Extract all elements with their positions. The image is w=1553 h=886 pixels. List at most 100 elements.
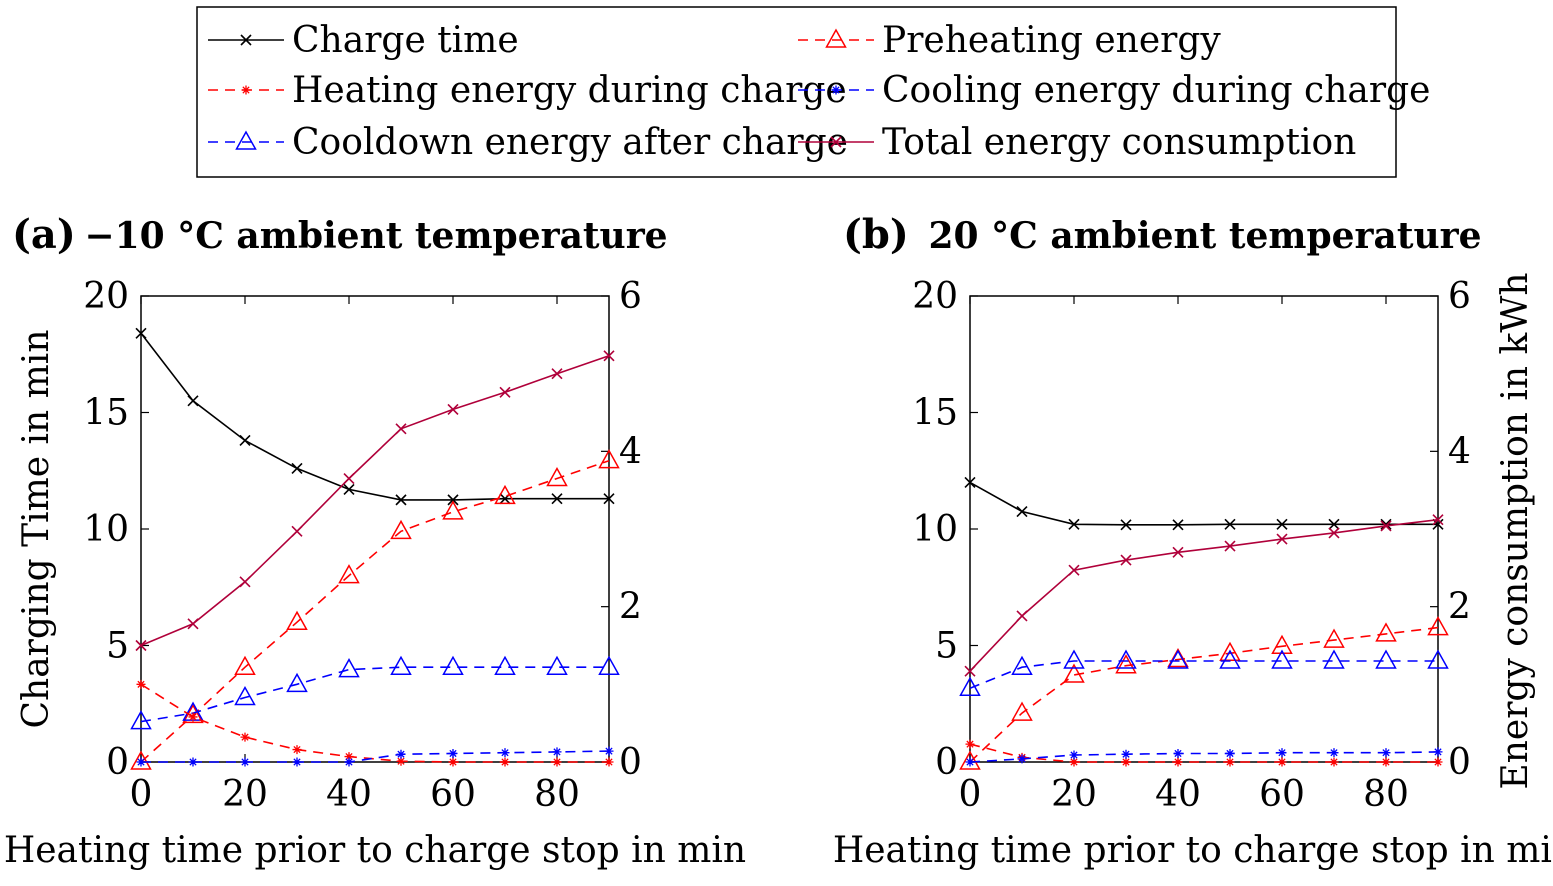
y-left-tick-label: 5 [106,626,129,667]
data-point-cooldown-energy-after-charge [390,655,412,675]
series-total-energy-consumption [964,514,1444,677]
y-left-tick-label: 15 [912,393,958,434]
series-total-energy-consumption [135,350,615,652]
data-point-cooldown-energy-after-charge [546,655,568,675]
data-point-cooldown-energy-after-charge [286,672,308,693]
y-right-tick-label: 6 [1448,276,1471,317]
data-point-cooling-energy-during-charge [1173,748,1183,758]
data-point-cooldown-energy-after-charge [1167,649,1189,669]
legend-marker-total-energy-consumption [830,136,842,148]
data-point-cooldown-energy-after-charge [494,655,516,675]
legend-marker-cooldown-energy-after-charge [235,130,257,150]
data-point-cooling-energy-during-charge [240,757,250,767]
x-tick-label: 20 [222,774,268,815]
data-point-cooling-energy-during-charge [1121,749,1131,759]
data-point-preheating-energy [130,750,152,770]
data-point-cooling-energy-during-charge [292,757,302,767]
y-left-tick-label: 5 [935,626,958,667]
x-tick-label: 80 [1363,774,1409,815]
series-line-total-energy-consumption [140,355,610,647]
data-point-preheating-energy [494,484,516,505]
data-point-charge-time [239,434,251,447]
data-point-charge-time [343,483,355,495]
data-point-heating-energy-during-charge [188,712,198,722]
data-point-cooling-energy-during-charge [604,746,614,756]
data-point-total-energy-consumption [1276,533,1288,545]
data-point-total-energy-consumption [1328,527,1340,539]
series-line-charge-time [969,481,1438,526]
data-point-heating-energy-during-charge [965,739,975,749]
data-point-preheating-energy [546,466,568,487]
series-line-cooldown-energy-after-charge [969,660,1438,689]
data-point-total-energy-consumption [1120,554,1132,566]
x-axis-label: Heating time prior to charge stop in min [4,830,746,871]
data-point-charge-time [1120,519,1132,531]
x-tick-label: 0 [959,774,982,815]
data-point-cooling-energy-during-charge [448,748,458,758]
data-point-heating-energy-during-charge [552,757,562,767]
data-point-total-energy-consumption [187,618,199,630]
data-point-heating-energy-during-charge [1329,757,1339,767]
data-point-cooling-energy-during-charge [1329,748,1339,758]
chart-title: −10 °C ambient temperature [84,215,667,257]
data-point-preheating-energy [1427,616,1449,636]
data-point-charge-time [551,493,563,505]
data-point-preheating-energy [286,610,308,630]
data-point-cooling-energy-during-charge [396,749,406,759]
y-right-axis-label: Energy consumption in kWh [1495,272,1536,789]
panel-label: (a) [12,211,76,258]
y-left-axis-label: Charging Time in min [16,329,57,728]
legend-marker-preheating-energy [825,28,847,48]
data-point-heating-energy-during-charge [292,745,302,755]
y-right-tick-label: 0 [619,742,642,783]
data-point-preheating-energy [1323,628,1345,648]
x-tick-label: 60 [430,774,476,815]
data-point-cooling-energy-during-charge [188,757,198,767]
data-point-cooling-energy-during-charge [1433,747,1443,757]
x-tick-label: 0 [130,774,153,815]
legend: Charge time Preheating energy Heating ener… [196,6,1430,178]
y-left-tick-label: 15 [83,393,129,434]
data-point-preheating-energy [338,564,360,584]
data-point-charge-time [135,327,147,339]
data-point-cooling-energy-during-charge [1069,750,1079,760]
series-line-cooling-energy-during-charge [969,751,1439,763]
data-point-cooling-energy-during-charge [500,748,510,758]
data-point-cooldown-energy-after-charge [1375,649,1397,669]
data-point-preheating-energy [1167,647,1189,668]
data-point-charge-time [1068,518,1080,530]
data-point-heating-energy-during-charge [1121,757,1131,767]
data-point-cooldown-energy-after-charge [442,655,464,675]
data-point-total-energy-consumption [291,525,303,537]
y-right-tick-label: 4 [619,431,642,472]
data-point-cooldown-energy-after-charge [1011,655,1033,675]
data-point-preheating-energy [234,655,256,675]
legend-label-charge-time: Charge time [292,20,519,61]
series-line-total-energy-consumption [969,518,1439,672]
series-line-heating-energy-during-charge [140,683,609,763]
series-line-cooling-energy-during-charge [141,750,610,763]
series-cooldown-energy-after-charge [959,649,1449,696]
data-point-total-energy-consumption [395,423,407,435]
data-point-cooldown-energy-after-charge [1323,649,1345,669]
data-point-preheating-energy [390,519,412,540]
series-line-cooldown-energy-after-charge [140,666,609,723]
data-point-heating-energy-during-charge [344,752,354,762]
data-point-preheating-energy [1375,622,1397,642]
data-point-heating-energy-during-charge [1433,757,1443,767]
series-heating-energy-during-charge [136,679,614,767]
data-point-cooling-energy-during-charge [1017,754,1027,764]
y-right-tick-label: 2 [619,587,642,628]
data-point-preheating-energy [1063,663,1085,683]
data-point-cooldown-energy-after-charge [1219,649,1241,669]
x-tick-label: 20 [1051,774,1097,815]
legend-label-cooldown-energy-after-charge: Cooldown energy after charge [292,122,848,163]
x-tick-label: 80 [534,774,580,815]
data-point-heating-energy-during-charge [500,757,510,767]
data-point-preheating-energy [959,750,981,770]
data-point-cooling-energy-during-charge [1225,748,1235,758]
y-left-tick-label: 20 [83,276,129,317]
data-point-charge-time [1276,518,1288,530]
data-point-total-energy-consumption [1172,546,1184,558]
data-point-cooldown-energy-after-charge [130,710,152,730]
